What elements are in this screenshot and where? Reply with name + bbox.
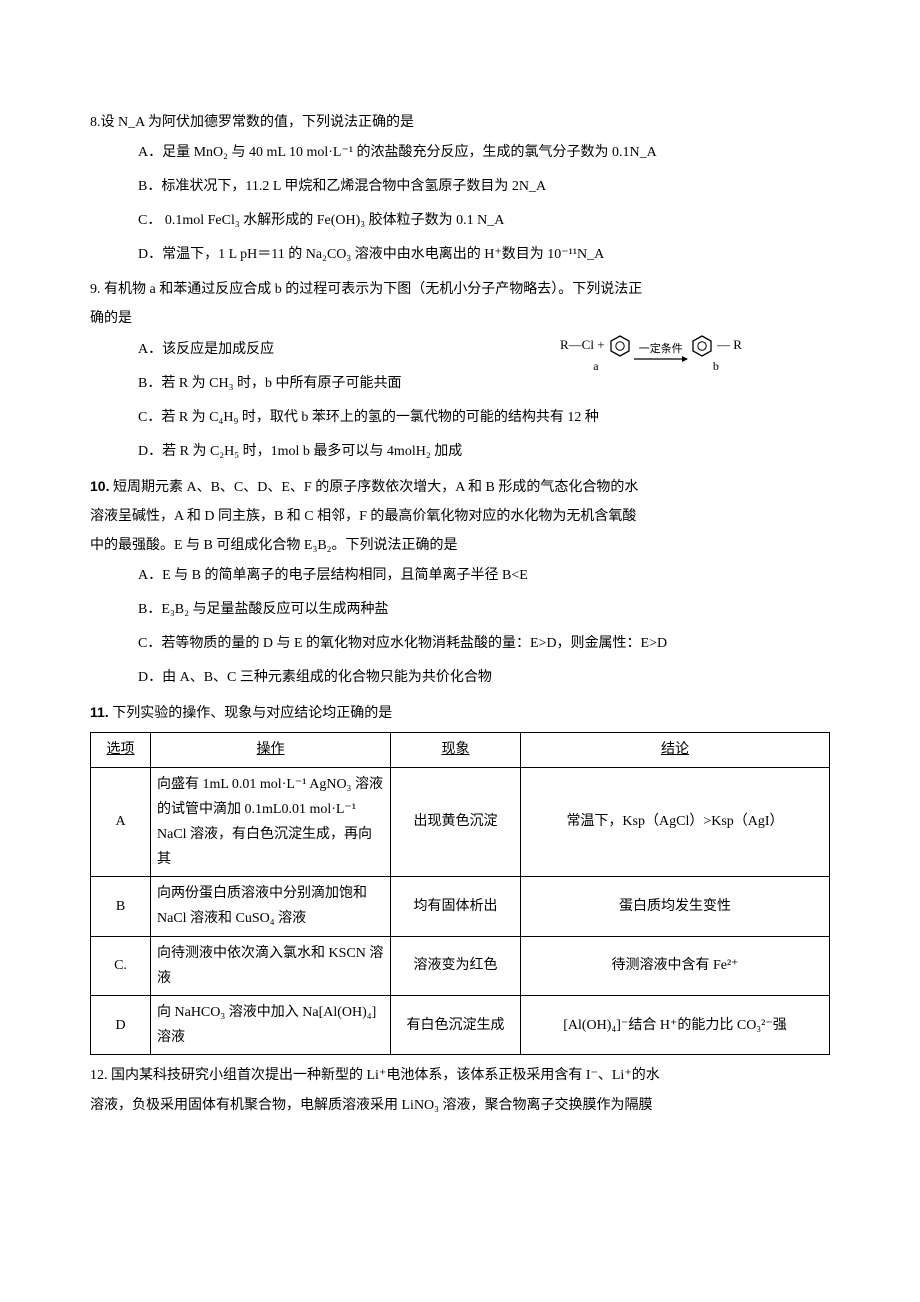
q11-stem-text: 下列实验的操作、现象与对应结论均正确的是: [112, 706, 392, 721]
q12-stem-line1: 12. 国内某科技研究小组首次提出一种新型的 Li⁺电池体系，该体系正极采用含有…: [90, 1063, 830, 1088]
benzene-icon: [690, 334, 714, 358]
table-row: B 向两份蛋白质溶液中分别滴加饱和 NaCl 溶液和 CuSO₄ 溶液 均有固体…: [91, 877, 830, 936]
q10-option-a: A．E 与 B 的简单离子的电子层结构相同，且简单离子半径 B<E: [138, 562, 830, 590]
q11-table: 选项 操作 现象 结论 A 向盛有 1mL 0.01 mol·L⁻¹ AgNO₃…: [90, 732, 830, 1055]
q8-stem: 8.设 N_A 为阿伏加德罗常数的值，下列说法正确的是: [90, 110, 830, 135]
q8-option-d: D．常温下，1 L pH＝11 的 Na₂CO₃ 溶液中由水电离出的 H⁺数目为…: [138, 241, 830, 269]
q10-option-d: D．由 A、B、C 三种元素组成的化合物只能为共价化合物: [138, 664, 830, 692]
cell-a-key: A: [91, 767, 151, 877]
table-row: A 向盛有 1mL 0.01 mol·L⁻¹ AgNO₃ 溶液的试管中滴加 0.…: [91, 767, 830, 877]
q9-reaction-diagram: R—Cl + a 一定条件 — R b: [560, 333, 860, 372]
th-phenomenon: 现象: [391, 733, 521, 767]
q10-option-c: C．若等物质的量的 D 与 E 的氧化物对应水化物消耗盐酸的量：E>D，则金属性…: [138, 630, 830, 658]
q9-left: R—Cl +: [560, 337, 605, 352]
q10-stem-line3: 中的最强酸。E 与 B 可组成化合物 E₃B₂。下列说法正确的是: [90, 533, 830, 558]
q8-option-c: C． 0.1mol FeCl₃ 水解形成的 Fe(OH)₃ 胶体粒子数为 0.1…: [138, 207, 830, 235]
q10-option-b: B．E₃B₂ 与足量盐酸反应可以生成两种盐: [138, 596, 830, 624]
q10-options: A．E 与 B 的简单离子的电子层结构相同，且简单离子半径 B<E B．E₃B₂…: [90, 562, 830, 692]
q9-option-d: D．若 R 为 C₂H₅ 时，1mol b 最多可以与 4molH₂ 加成: [138, 438, 830, 466]
q8-option-b: B．标准状况下，11.2 L 甲烷和乙烯混合物中含氢原子数目为 2N_A: [138, 173, 830, 201]
question-8: 8.设 N_A 为阿伏加德罗常数的值，下列说法正确的是 A．足量 MnO₂ 与 …: [90, 110, 830, 269]
cell-b-con: 蛋白质均发生变性: [521, 877, 830, 936]
q9-option-c: C．若 R 为 C₄H₉ 时，取代 b 苯环上的氢的一氯代物的可能的结构共有 1…: [138, 404, 830, 432]
question-12: 12. 国内某科技研究小组首次提出一种新型的 Li⁺电池体系，该体系正极采用含有…: [90, 1063, 830, 1117]
cell-d-ph: 有白色沉淀生成: [391, 996, 521, 1055]
question-9: 9. 有机物 a 和苯通过反应合成 b 的过程可表示为下图（无机小分子产物略去）…: [90, 277, 830, 465]
q9-option-b: B．若 R 为 CH₃ 时，b 中所有原子可能共面: [138, 370, 830, 398]
q9-stem-line1: 9. 有机物 a 和苯通过反应合成 b 的过程可表示为下图（无机小分子产物略去）…: [90, 277, 830, 302]
cell-c-ph: 溶液变为红色: [391, 936, 521, 995]
question-11: 11. 下列实验的操作、现象与对应结论均正确的是 选项 操作 现象 结论 A 向…: [90, 700, 830, 1055]
table-header-row: 选项 操作 现象 结论: [91, 733, 830, 767]
cell-a-ph: 出现黄色沉淀: [391, 767, 521, 877]
cell-d-con: [Al(OH)₄]⁻结合 H⁺的能力比 CO₃²⁻强: [521, 996, 830, 1055]
q8-option-a: A．足量 MnO₂ 与 40 mL 10 mol·L⁻¹ 的浓盐酸充分反应，生成…: [138, 139, 830, 167]
th-operation: 操作: [151, 733, 391, 767]
q9-stem-line2: 确的是: [90, 306, 830, 331]
th-option: 选项: [91, 733, 151, 767]
cell-c-op: 向待测液中依次滴入氯水和 KSCN 溶液: [151, 936, 391, 995]
cell-d-op: 向 NaHCO₃ 溶液中加入 Na[Al(OH)₄]溶液: [151, 996, 391, 1055]
cell-b-key: B: [91, 877, 151, 936]
cell-a-op: 向盛有 1mL 0.01 mol·L⁻¹ AgNO₃ 溶液的试管中滴加 0.1m…: [151, 767, 391, 877]
q8-options: A．足量 MnO₂ 与 40 mL 10 mol·L⁻¹ 的浓盐酸充分反应，生成…: [90, 139, 830, 269]
cell-b-ph: 均有固体析出: [391, 877, 521, 936]
question-10: 10. 短周期元素 A、B、C、D、E、F 的原子序数依次增大，A 和 B 形成…: [90, 474, 830, 693]
cell-c-key: C.: [91, 936, 151, 995]
q9-right: — R: [717, 337, 742, 352]
cell-c-con: 待测溶液中含有 Fe²⁺: [521, 936, 830, 995]
q9-condition: 一定条件: [639, 344, 683, 355]
th-conclusion: 结论: [521, 733, 830, 767]
table-row: C. 向待测液中依次滴入氯水和 KSCN 溶液 溶液变为红色 待测溶液中含有 F…: [91, 936, 830, 995]
benzene-icon: [608, 334, 632, 358]
q10-stem1: 短周期元素 A、B、C、D、E、F 的原子序数依次增大，A 和 B 形成的气态化…: [113, 480, 638, 495]
table-row: D 向 NaHCO₃ 溶液中加入 Na[Al(OH)₄]溶液 有白色沉淀生成 […: [91, 996, 830, 1055]
cell-d-key: D: [91, 996, 151, 1055]
q10-stem-line2: 溶液呈碱性，A 和 D 同主族，B 和 C 相邻，F 的最高价氧化物对应的水化物…: [90, 504, 830, 529]
q12-stem-line2: 溶液，负极采用固体有机聚合物，电解质溶液采用 LiNO₃ 溶液，聚合物离子交换膜…: [90, 1093, 830, 1118]
arrow-icon: [634, 355, 688, 363]
q9-label-b: b: [713, 360, 719, 372]
q9-label-a: a: [593, 360, 598, 372]
cell-b-op: 向两份蛋白质溶液中分别滴加饱和 NaCl 溶液和 CuSO₄ 溶液: [151, 877, 391, 936]
cell-a-con: 常温下，Ksp（AgCl）>Ksp（AgI）: [521, 767, 830, 877]
